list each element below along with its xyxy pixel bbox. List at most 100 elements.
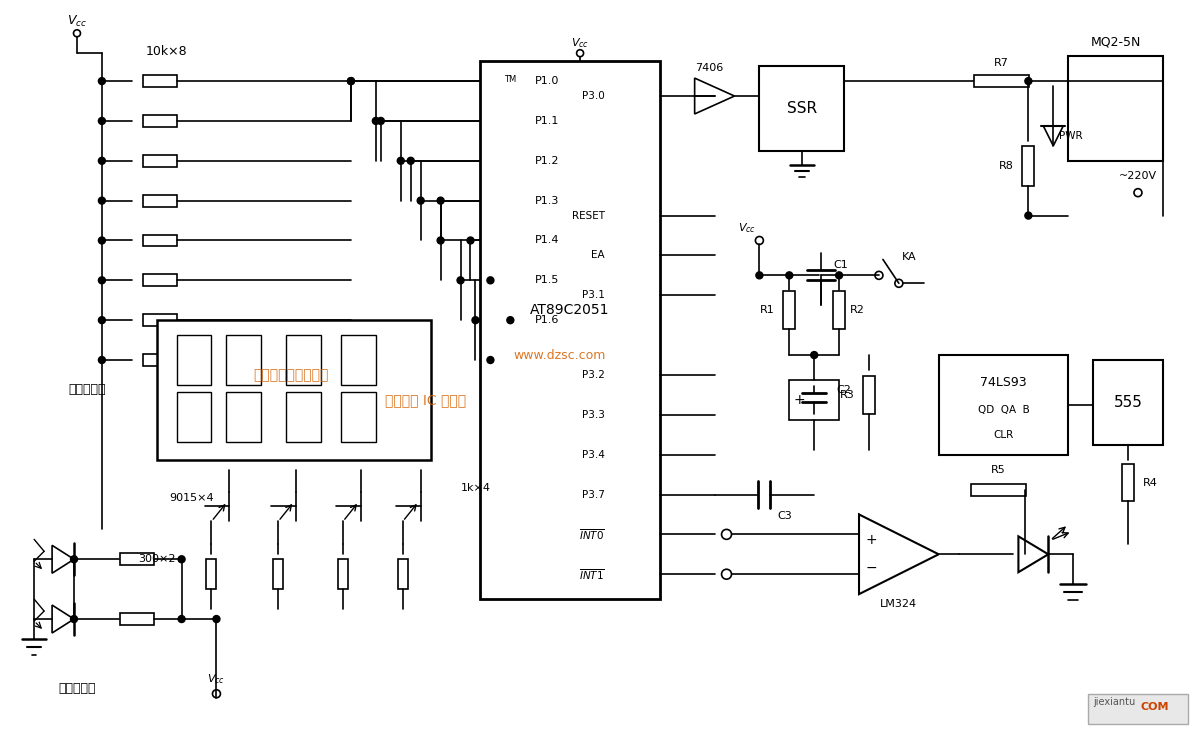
Circle shape xyxy=(212,616,220,622)
Text: 7406: 7406 xyxy=(696,63,724,73)
Text: $V_{cc}$: $V_{cc}$ xyxy=(571,36,589,50)
Text: $V_{cc}$: $V_{cc}$ xyxy=(738,222,756,236)
Circle shape xyxy=(1025,78,1032,84)
Text: P1.6: P1.6 xyxy=(535,315,559,325)
Bar xyxy=(143,275,176,286)
Bar xyxy=(143,155,176,167)
Circle shape xyxy=(756,272,763,279)
Text: +: + xyxy=(865,534,877,548)
Text: COM: COM xyxy=(1141,702,1170,712)
Text: $V_{cc}$: $V_{cc}$ xyxy=(67,14,88,29)
Text: R8: R8 xyxy=(1000,161,1014,171)
Text: MQ2-5N: MQ2-5N xyxy=(1091,36,1141,48)
Text: CLR: CLR xyxy=(994,429,1014,440)
Circle shape xyxy=(472,316,479,324)
Bar xyxy=(176,335,211,385)
Circle shape xyxy=(71,616,78,622)
Text: $\overline{INT0}$: $\overline{INT0}$ xyxy=(580,527,605,542)
Circle shape xyxy=(377,117,384,125)
Bar xyxy=(176,392,211,442)
Text: R2: R2 xyxy=(850,305,864,315)
Circle shape xyxy=(467,237,474,244)
Text: PWR: PWR xyxy=(1060,131,1084,141)
Text: P3.2: P3.2 xyxy=(582,370,605,380)
Bar xyxy=(397,559,408,589)
Text: 300×2: 300×2 xyxy=(138,554,175,564)
Text: www.dzsc.com: www.dzsc.com xyxy=(514,349,606,362)
Bar xyxy=(974,75,1028,87)
Text: EA: EA xyxy=(592,250,605,261)
Text: C1: C1 xyxy=(834,261,848,270)
Text: P3.3: P3.3 xyxy=(582,410,605,420)
Bar xyxy=(274,559,283,589)
Circle shape xyxy=(348,78,354,84)
Circle shape xyxy=(487,277,494,284)
Bar xyxy=(1088,694,1188,724)
Circle shape xyxy=(98,237,106,244)
Text: C3: C3 xyxy=(776,512,792,521)
Circle shape xyxy=(98,197,106,204)
Text: jiexiantu: jiexiantu xyxy=(1093,697,1135,707)
Text: R3: R3 xyxy=(840,390,854,400)
Circle shape xyxy=(437,197,444,204)
Bar xyxy=(120,553,154,565)
Bar xyxy=(480,61,660,599)
Bar xyxy=(143,195,176,206)
Text: 9015×4: 9015×4 xyxy=(169,493,214,503)
Text: KA: KA xyxy=(901,252,916,263)
Text: $\overline{INT1}$: $\overline{INT1}$ xyxy=(580,567,605,581)
Text: P1.2: P1.2 xyxy=(535,156,559,166)
Text: 1k×4: 1k×4 xyxy=(461,482,491,493)
Text: QD  QA  B: QD QA B xyxy=(978,405,1030,415)
Text: R5: R5 xyxy=(991,465,1006,475)
Circle shape xyxy=(418,197,424,204)
Text: P3.4: P3.4 xyxy=(582,450,605,459)
Circle shape xyxy=(98,357,106,363)
Bar xyxy=(1093,360,1163,445)
Text: 74LS93: 74LS93 xyxy=(980,377,1027,390)
Text: P1.1: P1.1 xyxy=(535,116,559,126)
Text: −: − xyxy=(865,562,877,575)
Text: P1.3: P1.3 xyxy=(535,196,559,206)
Bar xyxy=(833,291,845,329)
Bar xyxy=(227,335,262,385)
Circle shape xyxy=(506,316,514,324)
Text: P1.5: P1.5 xyxy=(535,275,559,286)
Text: P3.0: P3.0 xyxy=(582,91,605,101)
Circle shape xyxy=(487,357,494,363)
Text: R4: R4 xyxy=(1142,478,1157,487)
Bar xyxy=(1022,146,1034,186)
Bar xyxy=(120,613,154,625)
Circle shape xyxy=(178,556,185,563)
Bar xyxy=(338,559,348,589)
Text: 数码显示器: 数码显示器 xyxy=(68,383,106,396)
Text: P3.1: P3.1 xyxy=(582,290,605,300)
Circle shape xyxy=(348,78,354,84)
Bar xyxy=(341,335,376,385)
Text: 10k×8: 10k×8 xyxy=(146,45,187,58)
Text: +: + xyxy=(793,393,805,407)
Text: ~220V: ~220V xyxy=(1118,171,1157,181)
Circle shape xyxy=(98,277,106,284)
Bar xyxy=(863,376,875,414)
Bar xyxy=(143,314,176,326)
Bar xyxy=(143,115,176,127)
Bar xyxy=(206,559,216,589)
Circle shape xyxy=(71,556,78,563)
Bar xyxy=(1068,57,1163,161)
Text: 全球最大 IC 购网站: 全球最大 IC 购网站 xyxy=(385,393,467,407)
Text: LM324: LM324 xyxy=(881,599,918,609)
Circle shape xyxy=(437,237,444,244)
Circle shape xyxy=(407,157,414,164)
Text: R7: R7 xyxy=(994,58,1009,68)
Text: $V_{cc}$: $V_{cc}$ xyxy=(208,672,226,686)
Bar xyxy=(784,291,796,329)
Circle shape xyxy=(372,117,379,125)
Circle shape xyxy=(835,272,842,279)
Circle shape xyxy=(98,117,106,125)
Circle shape xyxy=(786,272,793,279)
Text: 电源指示灯: 电源指示灯 xyxy=(59,683,96,695)
Bar xyxy=(790,380,839,420)
Text: P1.0: P1.0 xyxy=(535,76,559,86)
Bar xyxy=(143,75,176,87)
